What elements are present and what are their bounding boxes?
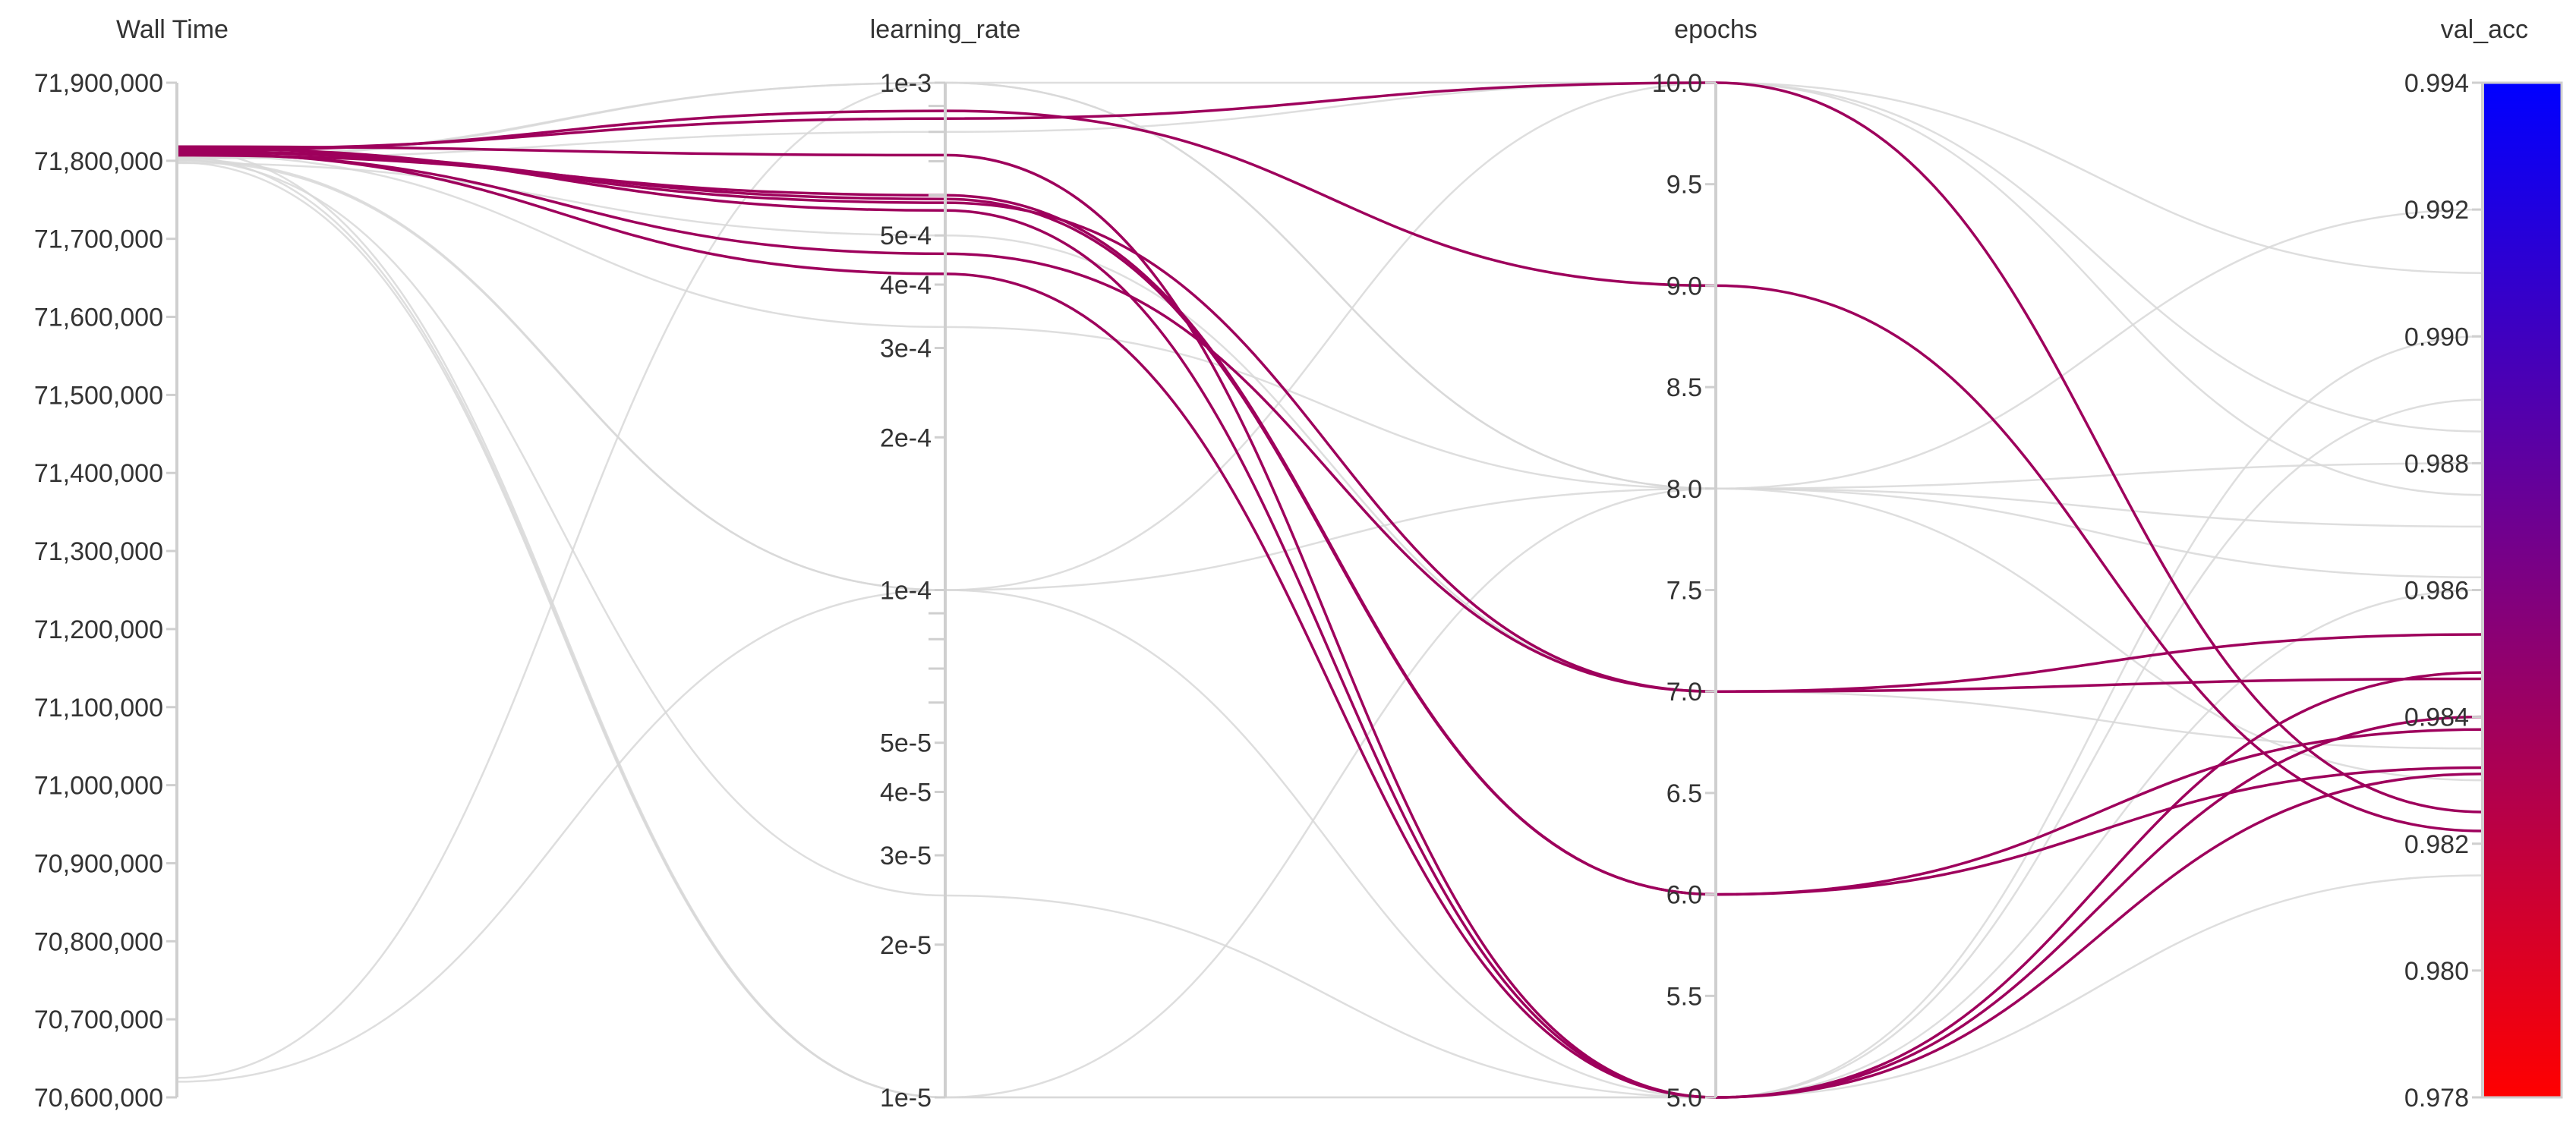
run-line-muted[interactable] [176, 158, 2483, 1099]
tick-label: 71,200,000 [34, 615, 163, 644]
tick-label: 0.990 [2404, 323, 2469, 351]
tick-label: 9.5 [1666, 171, 1702, 200]
axes: Wall Time 70,600,000 70,700,000 70,800,000 7… [34, 15, 2563, 1113]
tick-label: 7.0 [1666, 678, 1702, 707]
tick-label: 70,900,000 [34, 849, 163, 878]
tick-label: 71,800,000 [34, 147, 163, 176]
tick-label: 0.986 [2404, 577, 2469, 606]
axis-title[interactable]: learning_rate [870, 15, 1020, 44]
tick-label: 0.982 [2404, 830, 2469, 859]
tick-label: 5e-4 [880, 222, 932, 250]
tick-label: 70,600,000 [34, 1084, 163, 1113]
tick-label: 1e-3 [880, 69, 932, 98]
tick-label: 5e-5 [880, 729, 932, 758]
axis-title[interactable]: epochs [1674, 15, 1758, 44]
axis-1: learning_rate 1e-5 2e-5 3e-5 4e-5 5e-5 1e-4 2e-… [870, 15, 1020, 1113]
tick-label: 4e-4 [880, 271, 932, 300]
tick-label: 71,900,000 [34, 69, 163, 98]
tick-label: 3e-5 [880, 842, 932, 870]
run-line-highlighted[interactable] [176, 145, 2483, 1099]
run-line-muted[interactable] [176, 81, 2483, 433]
tick-label: 71,700,000 [34, 225, 163, 254]
tick-label: 8.0 [1666, 475, 1702, 504]
tick-label: 0.994 [2404, 69, 2469, 98]
tick-label: 71,600,000 [34, 304, 163, 332]
tick-label: 2e-4 [880, 423, 932, 452]
run-line-muted[interactable] [176, 81, 2483, 1083]
tick-label: 6.5 [1666, 779, 1702, 808]
tick-label: 0.992 [2404, 196, 2469, 225]
run-line-muted[interactable] [176, 153, 2483, 579]
run-line-highlighted[interactable] [176, 81, 2483, 814]
run-line-muted[interactable] [176, 161, 2483, 1099]
tick-label: 6.0 [1666, 881, 1702, 910]
muted-runs [176, 81, 2483, 1099]
tick-label: 10.0 [1652, 69, 1702, 98]
tick-label: 5.0 [1666, 1084, 1702, 1113]
run-line-highlighted[interactable] [176, 152, 2483, 693]
axis-title[interactable]: val_acc [2441, 15, 2528, 44]
run-line-highlighted[interactable] [176, 146, 2483, 1099]
tick-label: 3e-4 [880, 335, 932, 364]
tick-label: 70,800,000 [34, 927, 163, 956]
run-line-highlighted[interactable] [176, 153, 2483, 896]
tick-label: 0.978 [2404, 1084, 2469, 1113]
axis-title[interactable]: Wall Time [116, 15, 229, 44]
run-line-muted[interactable] [176, 159, 2483, 591]
tick-label: 4e-5 [880, 779, 932, 807]
highlighted-runs [176, 81, 2483, 1099]
tick-label: 1e-4 [880, 577, 932, 606]
run-line-highlighted[interactable] [176, 151, 2483, 1099]
tick-label: 7.5 [1666, 577, 1702, 606]
run-line-highlighted[interactable] [176, 150, 2483, 896]
axis-3: val_acc 0.978 0.980 0.982 0.984 0.986 0.988 0.9… [2404, 15, 2563, 1113]
tick-label: 0.988 [2404, 449, 2469, 478]
tick-label: 71,300,000 [34, 537, 163, 566]
tick-label: 0.984 [2404, 703, 2469, 732]
run-line-highlighted[interactable] [176, 109, 2483, 833]
axis-2: epochs 5.0 5.5 6.0 6.5 7.0 7.5 8.0 8.5 9.0 9.5 10.0 [1652, 15, 1758, 1113]
run-line-muted[interactable] [176, 81, 2483, 274]
run-line-highlighted[interactable] [176, 150, 2483, 693]
tick-label: 70,700,000 [34, 1006, 163, 1034]
axis-0: Wall Time 70,600,000 70,700,000 70,800,000 7… [34, 15, 229, 1113]
tick-label: 71,400,000 [34, 459, 163, 488]
tick-label: 71,000,000 [34, 772, 163, 801]
tick-label: 5.5 [1666, 982, 1702, 1011]
run-line-muted[interactable] [176, 156, 2483, 1099]
tick-label: 8.5 [1666, 373, 1702, 402]
run-line-muted[interactable] [176, 159, 2483, 1099]
run-line-muted[interactable] [176, 162, 2483, 750]
tick-label: 1e-5 [880, 1084, 932, 1113]
run-line-muted[interactable] [176, 81, 2483, 1079]
tick-label: 0.980 [2404, 957, 2469, 986]
tick-label: 71,500,000 [34, 381, 163, 410]
tick-label: 71,100,000 [34, 694, 163, 722]
tick-label: 2e-5 [880, 931, 932, 960]
tick-label: 9.0 [1666, 272, 1702, 301]
colorbar [2481, 81, 2563, 1099]
